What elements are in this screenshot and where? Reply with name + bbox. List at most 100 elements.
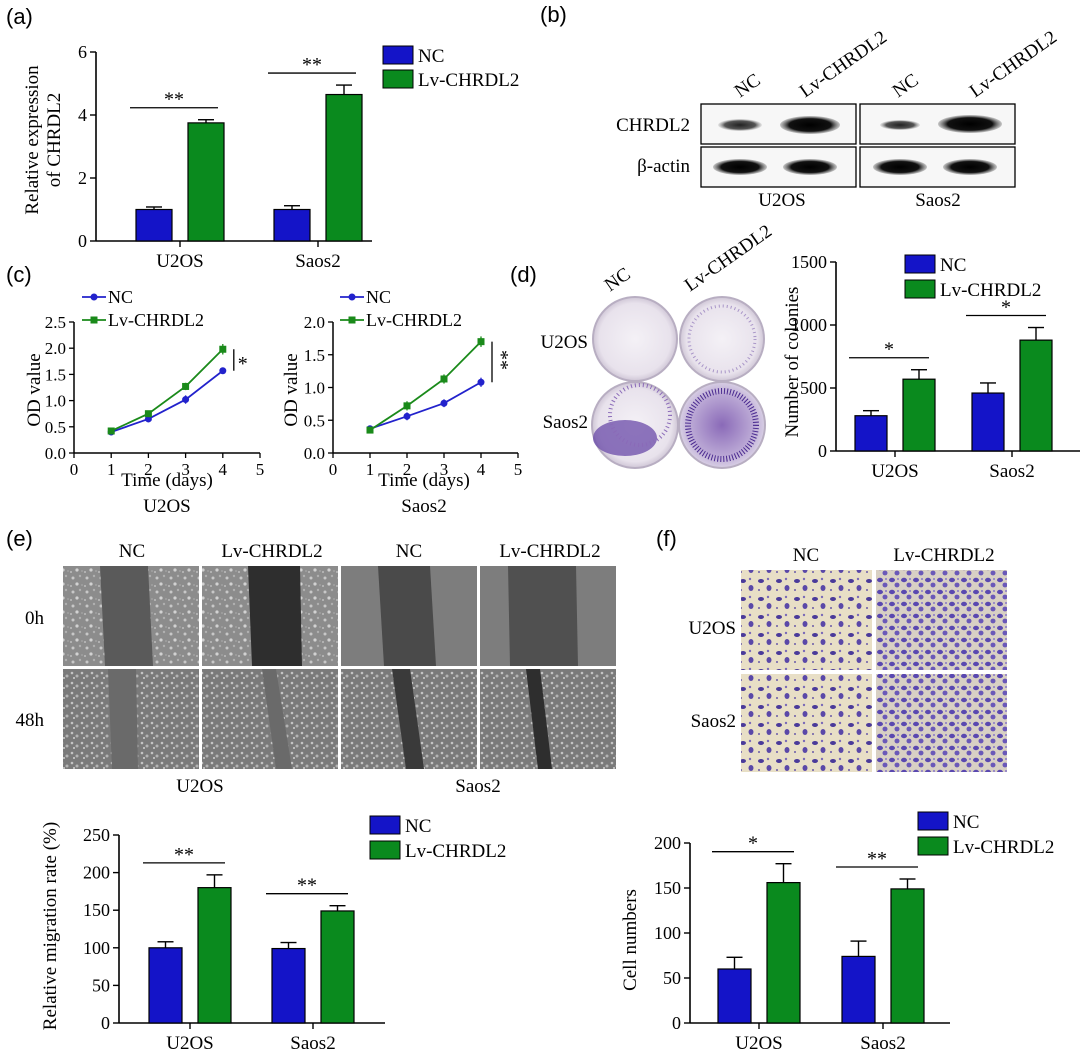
series-line-nc	[110, 370, 224, 433]
legend-swatch-lv	[382, 69, 414, 89]
legend-label-nc: NC	[940, 255, 966, 276]
blot-group-u2os: U2OS	[758, 190, 806, 211]
transwell-row-label-saos2: Saos2	[691, 711, 736, 732]
transwell-col-label-lv: Lv-CHRDL2	[893, 545, 994, 566]
y-tick-label: 6	[78, 42, 87, 62]
scratch-col-label-4: Lv-CHRDL2	[499, 541, 600, 562]
x-tick-label: 2	[403, 460, 412, 479]
panel-f: (f) NC Lv-CHRDL2 U2OS Saos2 Cell numbers…	[620, 526, 1054, 1054]
panel-b: (b) NC Lv-CHRDL2 NC Lv-CHRDL2 CHRDL2 β-a…	[540, 2, 1061, 211]
panel-b-letter: (b)	[540, 2, 567, 27]
chart-a: 0 2 4 6 U2OS ** Saos2 **	[78, 42, 372, 272]
y-tick-label: 1.0	[304, 379, 325, 398]
blot-group-saos2: Saos2	[915, 190, 960, 211]
panel-c-right-xlabel: Time (days)	[378, 470, 470, 491]
lane-label-3: NC	[889, 70, 923, 102]
y-tick-label: 50	[663, 968, 681, 988]
y-tick-label: 0.5	[45, 418, 66, 437]
panel-f-ylabel: Cell numbers	[620, 889, 641, 991]
transwell-images	[741, 570, 1007, 772]
lane-label-2: Lv-CHRDL2	[796, 27, 891, 102]
scratch-images	[63, 566, 616, 769]
point-lv	[144, 410, 152, 418]
point-lv	[107, 427, 115, 435]
bar-nc	[273, 208, 311, 242]
panel-f-letter: (f)	[656, 526, 677, 551]
lane-label-1: NC	[731, 70, 765, 102]
significance-mark: *	[1001, 297, 1011, 319]
y-tick-label: 200	[83, 863, 110, 883]
series-line-lv	[110, 348, 224, 432]
panel-c-letter: (c)	[6, 262, 32, 287]
point-lv	[440, 375, 448, 383]
band-saos2-nc-chrdl2	[880, 120, 920, 130]
scratch-group-u2os: U2OS	[176, 776, 224, 797]
y-tick-label: 250	[83, 825, 110, 845]
bar-lv	[187, 122, 225, 242]
scratch-row-label-48h: 48h	[16, 710, 45, 731]
blot-saos2	[859, 103, 1016, 188]
y-tick-label: 2.0	[45, 339, 66, 358]
panel-d: (d) NC Lv-CHRDL2 U2OS Saos2 Number of co…	[510, 221, 1080, 482]
significance-mark: **	[302, 54, 322, 76]
y-tick-label: 0	[78, 231, 87, 251]
y-tick-label: 1.5	[304, 346, 325, 365]
significance-mark: *	[884, 339, 894, 361]
x-tick-label: 5	[256, 460, 265, 479]
x-tick-label: 0	[329, 460, 338, 479]
point-nc	[403, 412, 411, 420]
panel-e-ylabel: Relative migration rate (%)	[40, 822, 61, 1030]
bar-lv	[902, 378, 936, 452]
y-tick-label: 2.0	[304, 313, 325, 332]
bar-nc	[971, 392, 1005, 452]
y-tick-label: 100	[83, 938, 110, 958]
x-tick-label: 1	[107, 460, 116, 479]
series-line-lv	[369, 341, 482, 431]
chart-d: 0 500 1000 1500 U2OS * Saos2 *	[791, 252, 1080, 482]
legend-label-lv: Lv-CHRDL2	[108, 310, 204, 330]
bar-nc	[717, 968, 752, 1024]
panel-c-legend-left: NC Lv-CHRDL2	[82, 287, 204, 330]
legend-label-nc: NC	[418, 46, 444, 67]
bar-lv	[890, 888, 925, 1024]
y-tick-label: 0.0	[45, 444, 66, 463]
bar-lv	[766, 881, 801, 1024]
panel-c-legend-right: NC Lv-CHRDL2	[340, 287, 462, 330]
point-nc	[477, 378, 485, 386]
significance-mark: *	[748, 833, 758, 855]
point-nc	[440, 399, 448, 407]
point-lv	[219, 345, 227, 353]
x-tick-label: 5	[514, 460, 523, 479]
point-lv	[403, 402, 411, 410]
point-lv	[366, 426, 374, 434]
panel-d-letter: (d)	[510, 262, 537, 287]
legend-label-nc: NC	[953, 812, 979, 833]
x-tick-label: 4	[219, 460, 228, 479]
legend-label-nc: NC	[108, 287, 133, 307]
panel-d-ylabel: Number of colonies	[782, 287, 803, 438]
category-label: U2OS	[156, 251, 204, 272]
category-label: U2OS	[871, 461, 919, 482]
bar-nc	[854, 415, 888, 452]
y-tick-label: 50	[92, 975, 110, 995]
y-tick-label: 1500	[791, 252, 827, 272]
category-label: Saos2	[860, 1033, 905, 1054]
transwell-saos2-nc	[741, 674, 872, 772]
chart-e: 0 50 100 150 200 250 U2OS ** Saos2 **	[83, 825, 385, 1054]
band-u2os-nc-actin	[713, 159, 767, 175]
chart-c-saos2: 0.0 0.5 1.0 1.5 2.0 0 1 2 3 4 5 **	[304, 313, 523, 479]
band-u2os-lv-actin	[783, 159, 837, 175]
panel-a: (a) Relative expression of CHRDL2 0 2 4 6 U2…	[6, 4, 519, 272]
plate-u2os-lv	[679, 296, 765, 382]
legend-label-lv: Lv-CHRDL2	[366, 310, 462, 330]
point-nc	[219, 367, 227, 375]
y-tick-label: 0.5	[304, 411, 325, 430]
svg-text:of CHRDL2: of CHRDL2	[44, 93, 65, 187]
y-tick-label: 0	[818, 441, 827, 461]
y-tick-label: 500	[800, 378, 827, 398]
blot-row-label-actin: β-actin	[637, 156, 690, 177]
point-lv	[182, 382, 190, 390]
panel-c-left-ylabel: OD value	[24, 353, 45, 426]
band-saos2-lv-actin	[943, 159, 997, 175]
